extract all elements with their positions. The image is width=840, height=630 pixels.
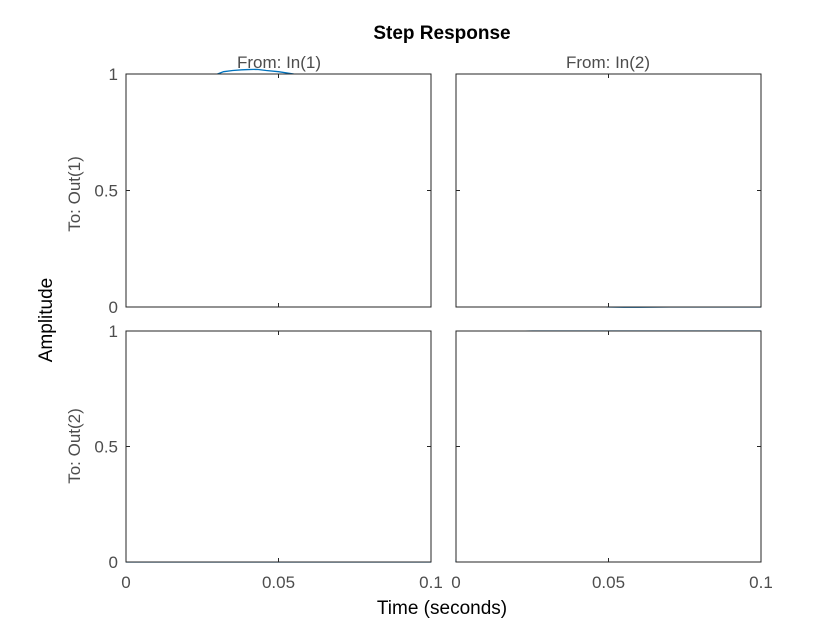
panel-1-2: [455, 73, 762, 308]
y-tick-label: 0.5: [94, 182, 118, 201]
column-label-in1: From: In(1): [237, 53, 321, 72]
chart-title: Step Response: [373, 23, 510, 44]
y-tick-label: 0: [109, 553, 118, 572]
panel-2-2: 0 0.05 0.1: [451, 330, 773, 592]
x-tick-label: 0: [121, 573, 130, 592]
y-tick-label: 1: [109, 322, 118, 341]
row-label-out2: To: Out(2): [65, 408, 84, 484]
x-tick-label: 0: [451, 573, 460, 592]
row-label-out1: To: Out(1): [65, 156, 84, 232]
panel-frame: [125, 73, 432, 308]
y-axis-label: Amplitude: [36, 278, 57, 363]
y-tick-label: 0: [109, 298, 118, 317]
x-axis-label: Time (seconds): [377, 598, 507, 619]
panel-1-1: 00.51: [94, 65, 432, 317]
y-tick-label: 0.5: [94, 438, 118, 457]
x-tick-label: 0.05: [262, 573, 295, 592]
panel-frame: [455, 330, 762, 563]
x-tick-label: 0.05: [592, 573, 625, 592]
x-tick-label: 0.1: [749, 573, 773, 592]
column-label-in2: From: In(2): [566, 53, 650, 72]
panel-2-1: 0 0.5 1 0 0.05 0.1: [94, 322, 442, 592]
y-tick-label: 1: [109, 65, 118, 84]
panel-frame: [125, 330, 432, 563]
x-tick-label: 0.1: [419, 573, 443, 592]
panel-frame: [455, 73, 762, 308]
